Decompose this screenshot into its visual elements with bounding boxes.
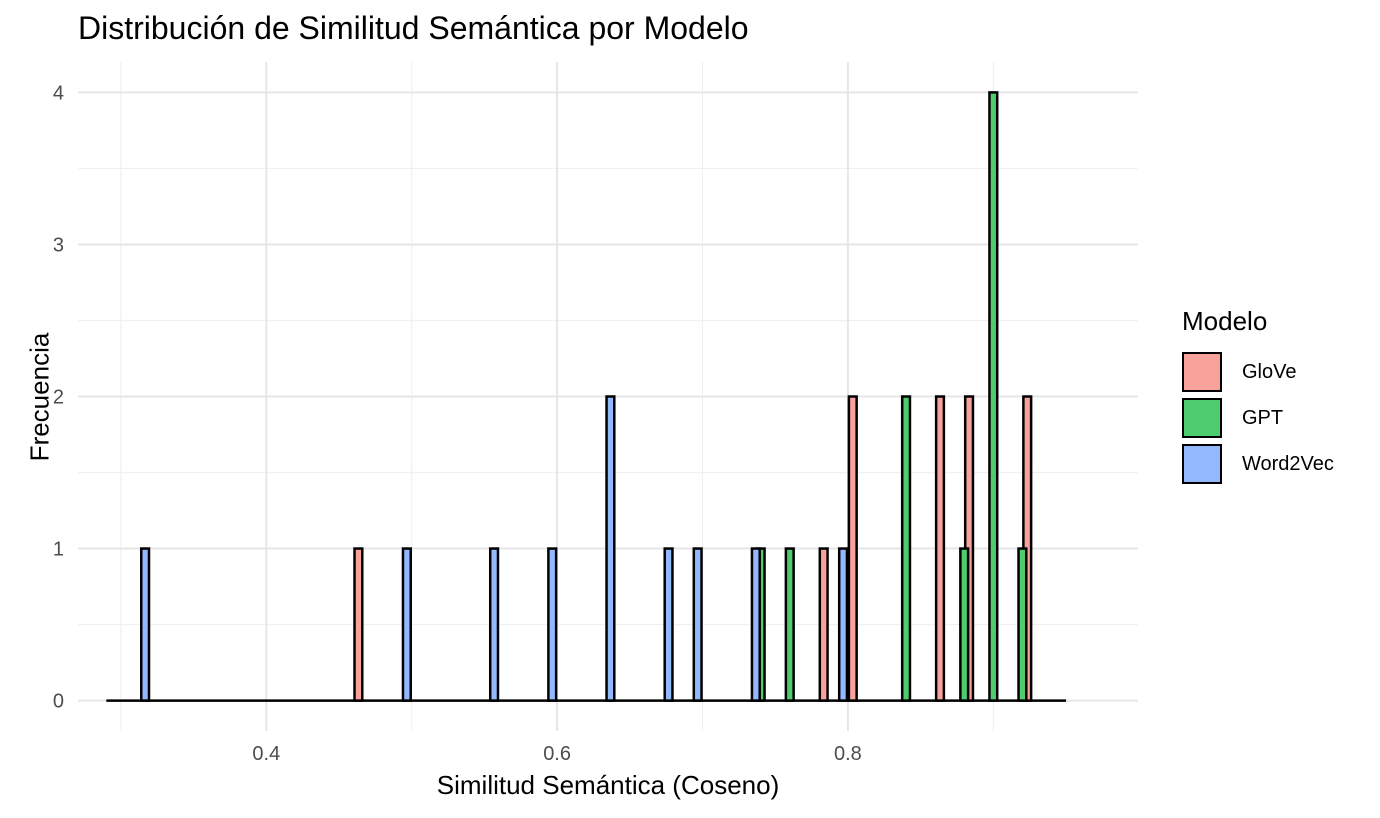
- bar-glove: [847, 395, 858, 702]
- y-tick-label: 3: [53, 234, 64, 256]
- y-tick-label: 0: [53, 691, 64, 713]
- bar-gpt: [988, 91, 999, 702]
- legend-key-word2vec: [1182, 444, 1222, 484]
- bar-word2vec: [663, 547, 674, 702]
- x-tick-label: 0.6: [543, 743, 571, 765]
- y-tick-label: 1: [53, 539, 64, 561]
- y-tick-label: 4: [53, 82, 64, 104]
- bar-glove: [934, 395, 946, 702]
- bar-gpt: [900, 395, 912, 702]
- x-tick-label: 0.4: [252, 743, 280, 765]
- bar-word2vec: [605, 395, 616, 702]
- legend: Modelo GloVe GPT Word2Vec: [1182, 306, 1334, 487]
- bar-word2vec: [140, 547, 151, 702]
- x-tick-label: 0.8: [834, 743, 862, 765]
- legend-key-gpt: [1182, 398, 1222, 438]
- bar-glove: [353, 547, 364, 702]
- y-tick-label: 2: [53, 387, 64, 409]
- bar-word2vec: [547, 547, 558, 702]
- bar-word2vec: [488, 547, 500, 702]
- legend-key-glove: [1182, 352, 1222, 392]
- x-axis-title: Similitud Semántica (Coseno): [436, 770, 780, 800]
- bar-word2vec: [692, 547, 703, 702]
- y-axis-title: Frecuencia: [24, 332, 55, 462]
- legend-label-glove: GloVe: [1242, 360, 1297, 383]
- legend-label-gpt: GPT: [1242, 406, 1284, 429]
- bar-word2vec: [837, 547, 849, 702]
- bar-gpt: [784, 547, 795, 702]
- legend-item-glove: GloVe: [1182, 349, 1334, 395]
- chart-title: Distribución de Similitud Semántica por …: [78, 10, 749, 46]
- legend-item-gpt: GPT: [1182, 395, 1334, 441]
- bar-gpt: [1017, 547, 1028, 702]
- legend-title: Modelo: [1182, 306, 1268, 336]
- bar-word2vec: [750, 547, 761, 702]
- legend-item-word2vec: Word2Vec: [1182, 441, 1334, 487]
- legend-label-word2vec: Word2Vec: [1242, 452, 1334, 475]
- bar-gpt: [959, 547, 970, 702]
- bar-glove: [818, 547, 829, 702]
- bar-word2vec: [401, 547, 412, 702]
